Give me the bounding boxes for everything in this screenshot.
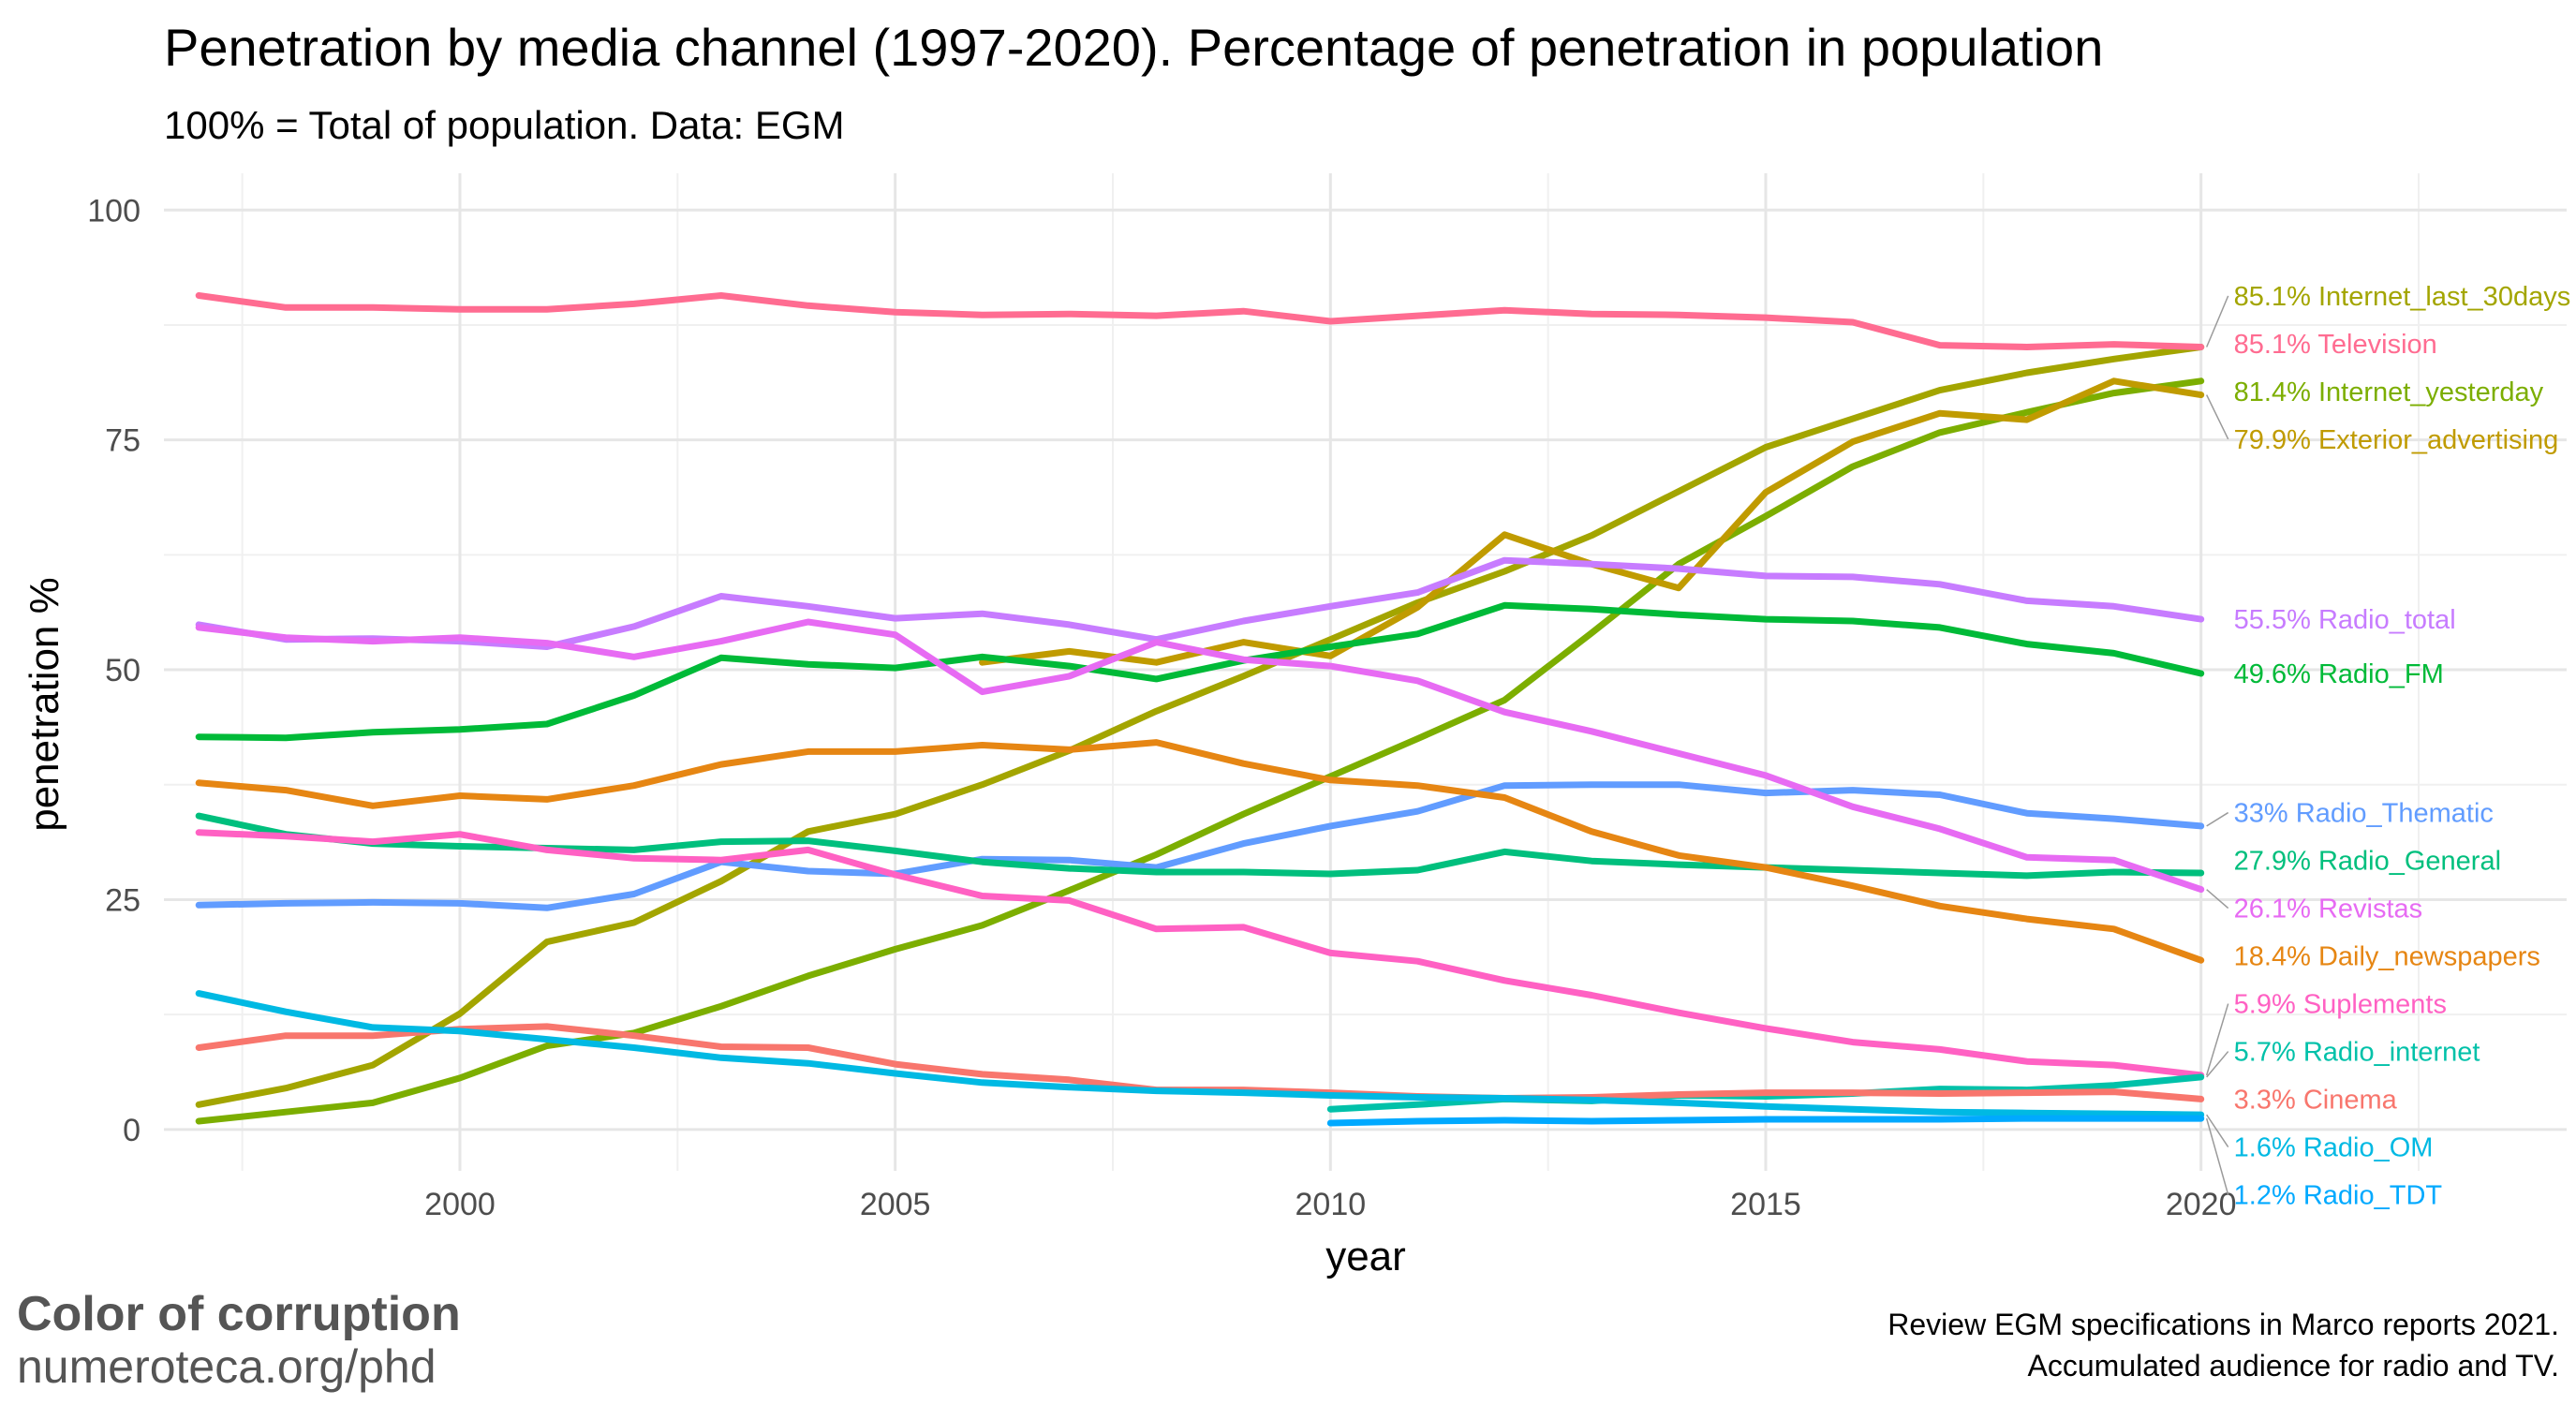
brand-name: Color of corruption [17, 1287, 461, 1341]
series-label-radio-total: 55.5% Radio_total [2234, 605, 2456, 635]
series-line-radio-fm [195, 601, 2205, 742]
label-leader [2206, 811, 2229, 827]
series-label-radio-thematic: 33% Radio_Thematic [2234, 799, 2494, 829]
series-line-radio-thematic [195, 781, 2205, 911]
label-leaders [2205, 295, 2229, 1195]
series-label-radio-internet: 5.7% Radio_internet [2234, 1038, 2480, 1068]
label-leader [2205, 1003, 2229, 1076]
series-label-daily-newspapers: 18.4% Daily_newspapers [2234, 942, 2540, 972]
y-tick-label: 75 [105, 423, 141, 459]
series-line-radio-general [195, 812, 2205, 880]
chart-title: Penetration by media channel (1997-2020)… [164, 18, 2103, 77]
series-line-television [195, 292, 2205, 350]
series-line-internet-yesterday [195, 377, 2205, 1125]
series-line-exterior-advertising [979, 377, 2205, 666]
series-line-radio-total [195, 556, 2205, 650]
label-leader [2206, 1114, 2229, 1147]
series-labels: 85.1% Internet_last_30days 85.1% Televisi… [2234, 282, 2571, 1211]
y-tick-label: 50 [105, 653, 141, 688]
y-axis-ticks: 0 25 50 75 100 [87, 193, 141, 1148]
label-leader [2205, 394, 2229, 440]
series-label-radio-tdt: 1.2% Radio_TDT [2234, 1181, 2443, 1211]
x-axis-ticks: 2000 2005 2010 2015 2020 [424, 1187, 2236, 1222]
series-label-television: 85.1% Television [2234, 330, 2437, 360]
series-label-internet-yesterday: 81.4% Internet_yesterday [2234, 377, 2544, 407]
series-lines [195, 292, 2205, 1127]
series-label-revistas: 26.1% Revistas [2234, 895, 2423, 924]
label-leader [2206, 1051, 2229, 1078]
series-label-radio-om: 1.6% Radio_OM [2234, 1133, 2434, 1163]
x-tick-label: 2010 [1295, 1187, 1367, 1222]
label-leader [2205, 295, 2229, 348]
x-tick-label: 2005 [860, 1187, 931, 1222]
x-tick-label: 2015 [1730, 1187, 1801, 1222]
brand-url[interactable]: numeroteca.org/phd [17, 1340, 437, 1393]
label-leader [2205, 1117, 2229, 1195]
x-tick-label: 2020 [2166, 1187, 2237, 1222]
series-label-cinema: 3.3% Cinema [2234, 1086, 2398, 1116]
x-tick-label: 2000 [424, 1187, 496, 1222]
x-axis-title: year [1325, 1234, 1406, 1279]
series-label-radio-fm: 49.6% Radio_FM [2234, 659, 2444, 689]
series-line-suplements [195, 829, 2205, 1079]
series-line-radio-om [195, 990, 2205, 1118]
y-tick-label: 100 [87, 193, 141, 229]
series-line-daily-newspapers [195, 739, 2205, 964]
series-line-radio-tdt [1326, 1115, 2205, 1127]
series-label-radio-general: 27.9% Radio_General [2234, 847, 2501, 877]
series-line-internet-last-30days [195, 344, 2205, 1108]
series-label-internet-last-30days: 85.1% Internet_last_30days [2234, 282, 2571, 312]
caption-line-2: Accumulated audience for radio and TV. [2028, 1349, 2559, 1383]
chart-subtitle: 100% = Total of population. Data: EGM [164, 103, 845, 147]
series-label-exterior-advertising: 79.9% Exterior_advertising [2234, 425, 2559, 455]
y-axis-title: penetration % [22, 577, 67, 832]
y-tick-label: 25 [105, 882, 141, 918]
series-line-revistas [195, 618, 2205, 894]
label-leader [2206, 889, 2229, 910]
y-tick-label: 0 [123, 1113, 141, 1148]
caption-line-1: Review EGM specifications in Marco repor… [1888, 1308, 2559, 1341]
series-label-suplements: 5.9% Suplements [2234, 990, 2447, 1020]
